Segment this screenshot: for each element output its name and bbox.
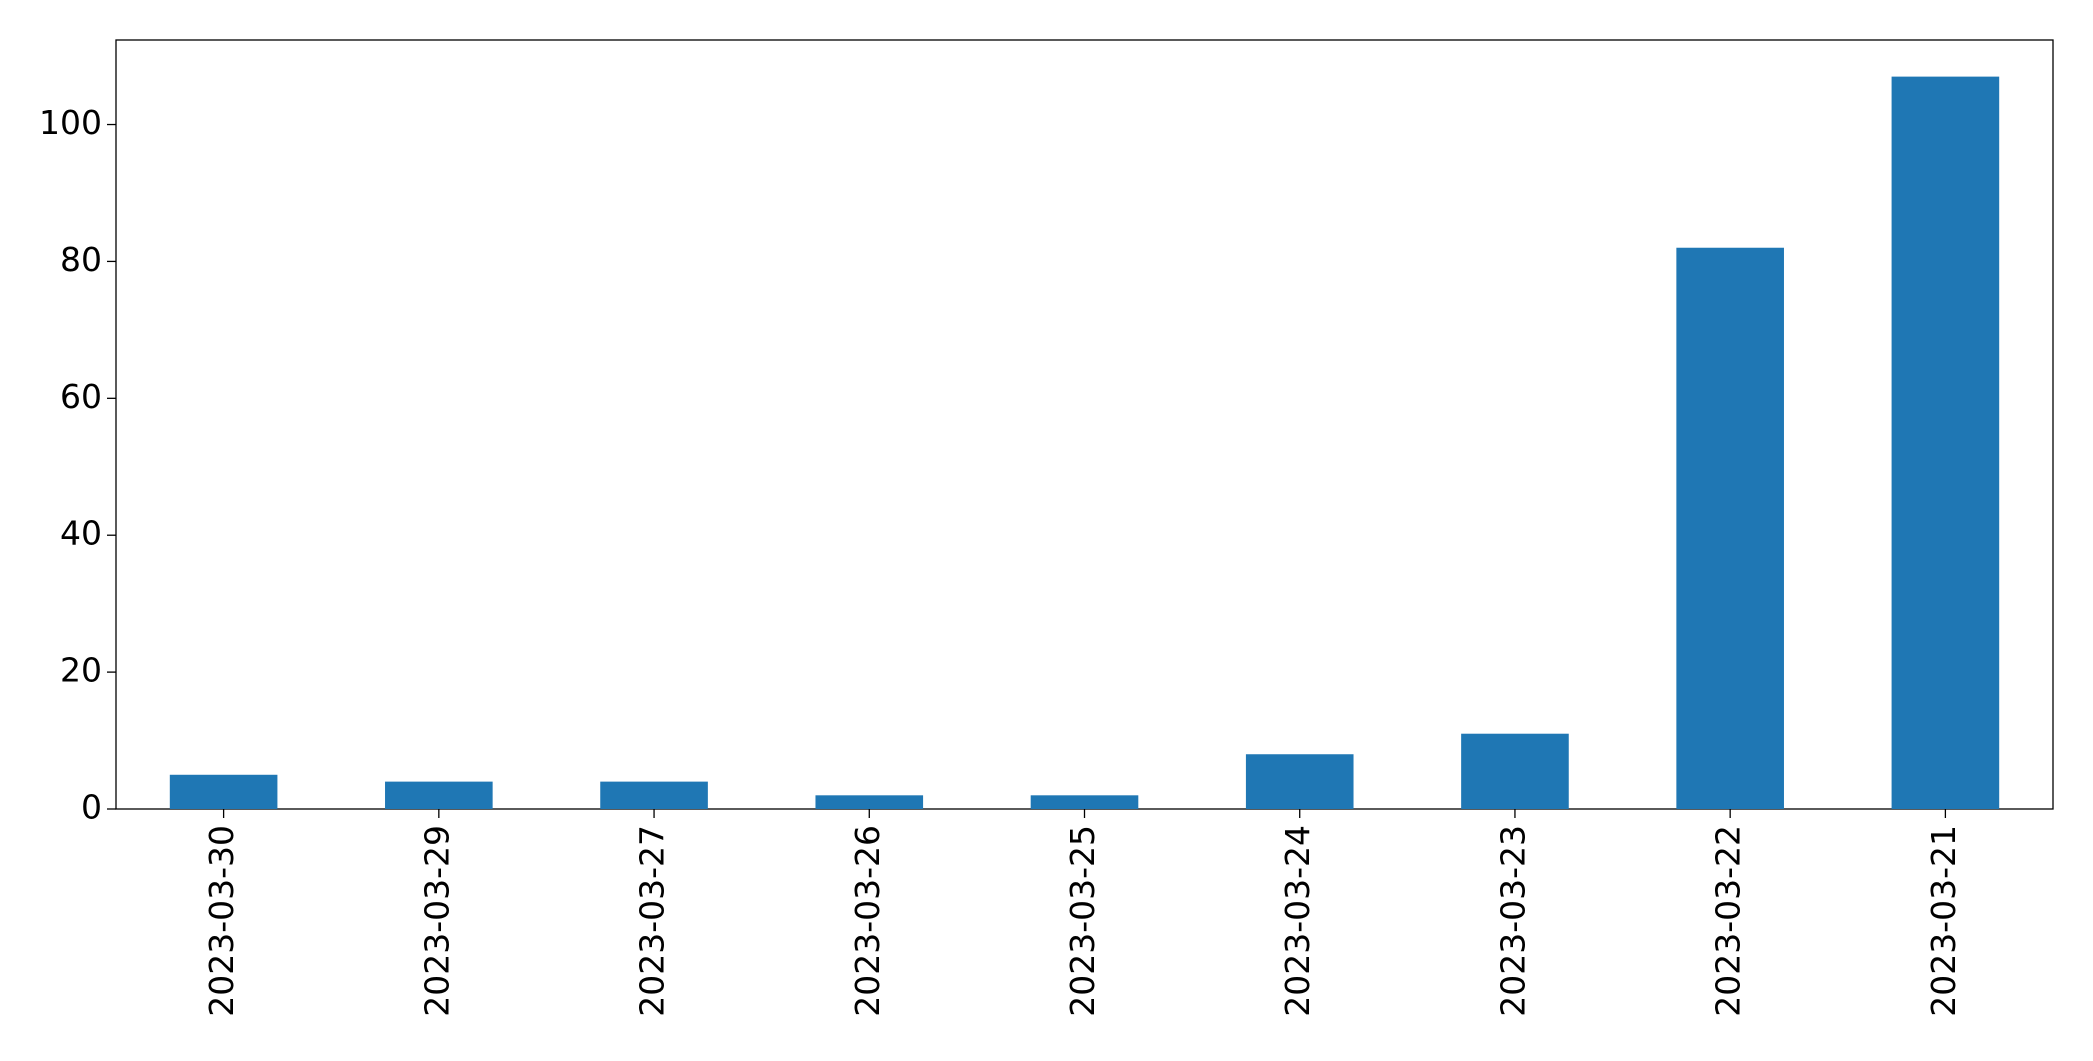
x-tick-label: 2023-03-21 xyxy=(1924,825,1963,1017)
x-tick-label: 2023-03-24 xyxy=(1278,825,1317,1017)
x-tick-label: 2023-03-26 xyxy=(848,825,887,1017)
x-tick-label: 2023-03-25 xyxy=(1063,825,1102,1017)
x-tick-label: 2023-03-23 xyxy=(1493,825,1532,1017)
y-tick-label: 60 xyxy=(60,377,102,416)
bar xyxy=(385,781,493,809)
y-tick-label: 80 xyxy=(60,240,102,279)
x-tick-label: 2023-03-27 xyxy=(633,825,672,1017)
bar xyxy=(1891,76,2000,810)
x-tick-label: 2023-03-29 xyxy=(417,825,456,1017)
bar xyxy=(815,795,924,809)
bar xyxy=(600,781,708,809)
y-tick-label: 100 xyxy=(39,103,102,142)
bar xyxy=(1461,733,1569,809)
bar xyxy=(1245,754,1354,809)
bar xyxy=(169,774,278,809)
x-tick-label: 2023-03-30 xyxy=(202,825,241,1017)
y-tick-label: 40 xyxy=(60,514,102,553)
y-tick-label: 0 xyxy=(81,788,102,827)
y-tick-label: 20 xyxy=(60,651,102,690)
bar xyxy=(1676,247,1784,810)
x-tick-label: 2023-03-22 xyxy=(1709,825,1748,1017)
bar xyxy=(1030,795,1139,809)
